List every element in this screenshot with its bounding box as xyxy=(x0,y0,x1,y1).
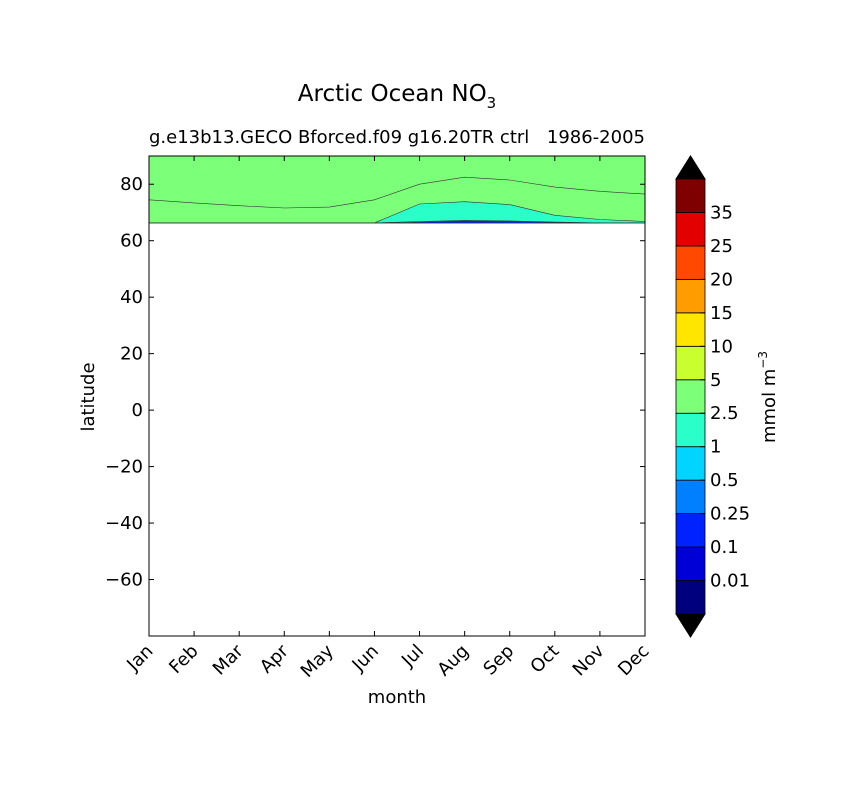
colorbar-tick-label: 35 xyxy=(710,202,733,223)
y-tick-label: 40 xyxy=(120,287,143,308)
y-tick-label: 20 xyxy=(120,344,143,365)
colorbar-swatch xyxy=(675,312,706,347)
colorbar: 0.01 0.1 0.25 0.5 1 2.5 5 10 15 20 25 35 xyxy=(675,155,750,638)
colorbar-tick-label: 10 xyxy=(710,336,733,357)
y-tick-label: −20 xyxy=(105,457,143,478)
colorbar-extend-min xyxy=(675,613,706,638)
filled-contours xyxy=(149,156,645,224)
chart-title-text: Arctic Ocean NO xyxy=(298,81,487,107)
colorbar-swatch xyxy=(675,278,706,314)
colorbar-tick-label: 15 xyxy=(710,303,733,324)
colorbar-label: mmol m−3 xyxy=(756,351,780,443)
y-tick-labels: −60 −40 −20 0 20 40 60 80 xyxy=(105,174,143,590)
chart-title-subscript: 3 xyxy=(487,94,497,112)
colorbar-tick-label: 0.25 xyxy=(710,504,750,525)
y-tick-label: 60 xyxy=(120,231,143,252)
colorbar-extend-max xyxy=(675,155,706,180)
x-tick-label: Oct xyxy=(526,641,563,678)
x-tick-label: Sep xyxy=(479,641,518,680)
y-tick-label: 0 xyxy=(132,400,143,421)
colorbar-swatch xyxy=(675,379,706,414)
plot-area xyxy=(148,155,646,637)
colorbar-swatch xyxy=(675,513,706,548)
x-tick-label: Jun xyxy=(348,641,383,676)
subtitle-left: g.e13b13.GECO Bforced.f09 g16.20TR ctrl xyxy=(149,127,529,148)
contour-band-0.1-0.25 xyxy=(396,220,600,224)
colorbar-swatch xyxy=(675,345,706,381)
chart-title: Arctic Ocean NO3 xyxy=(298,81,496,112)
colorbar-swatch xyxy=(675,412,706,448)
x-tick-label: Jan xyxy=(122,641,157,676)
colorbar-tick-label: 2.5 xyxy=(710,403,739,424)
colorbar-swatch xyxy=(675,178,706,213)
colorbar-swatch xyxy=(675,580,706,615)
subtitle-right: 1986-2005 xyxy=(547,127,645,148)
y-tick-label: −40 xyxy=(105,513,143,534)
x-tick-label: May xyxy=(297,640,338,681)
x-axis-label: month xyxy=(368,687,426,708)
colorbar-label-text: mmol m xyxy=(759,369,780,443)
colorbar-tick-label: 0.1 xyxy=(710,537,739,558)
colorbar-swatch xyxy=(675,212,706,247)
colorbar-tick-label: 20 xyxy=(710,269,733,290)
x-tick-label: Nov xyxy=(569,640,609,680)
x-tick-label: Dec xyxy=(614,641,653,680)
colorbar-label-exponent: −3 xyxy=(756,351,770,369)
x-tick-label: Feb xyxy=(165,641,202,678)
colorbar-tick-label: 0.01 xyxy=(710,571,750,592)
x-tick-labels: Jan Feb Mar Apr May Jun Jul Aug Sep Oct Nov Dec xyxy=(122,640,653,682)
x-tick-label: Jul xyxy=(397,641,428,672)
x-tick-label: Aug xyxy=(433,641,473,681)
y-axis-label: latitude xyxy=(78,362,99,431)
colorbar-tick-label: 25 xyxy=(710,236,733,257)
plot-background xyxy=(149,156,645,636)
colorbar-tick-label: 5 xyxy=(710,370,721,391)
x-tick-label: Mar xyxy=(209,640,248,679)
colorbar-tick-label: 1 xyxy=(710,437,721,458)
y-tick-label: −60 xyxy=(105,570,143,591)
plot-frame xyxy=(148,155,646,637)
colorbar-tick-label: 0.5 xyxy=(710,470,739,491)
colorbar-swatch xyxy=(675,446,706,481)
x-tick-label: Apr xyxy=(256,640,293,677)
colorbar-swatch xyxy=(675,245,706,280)
colorbar-swatch xyxy=(675,479,706,515)
colorbar-swatch xyxy=(675,546,706,581)
y-tick-label: 80 xyxy=(120,174,143,195)
